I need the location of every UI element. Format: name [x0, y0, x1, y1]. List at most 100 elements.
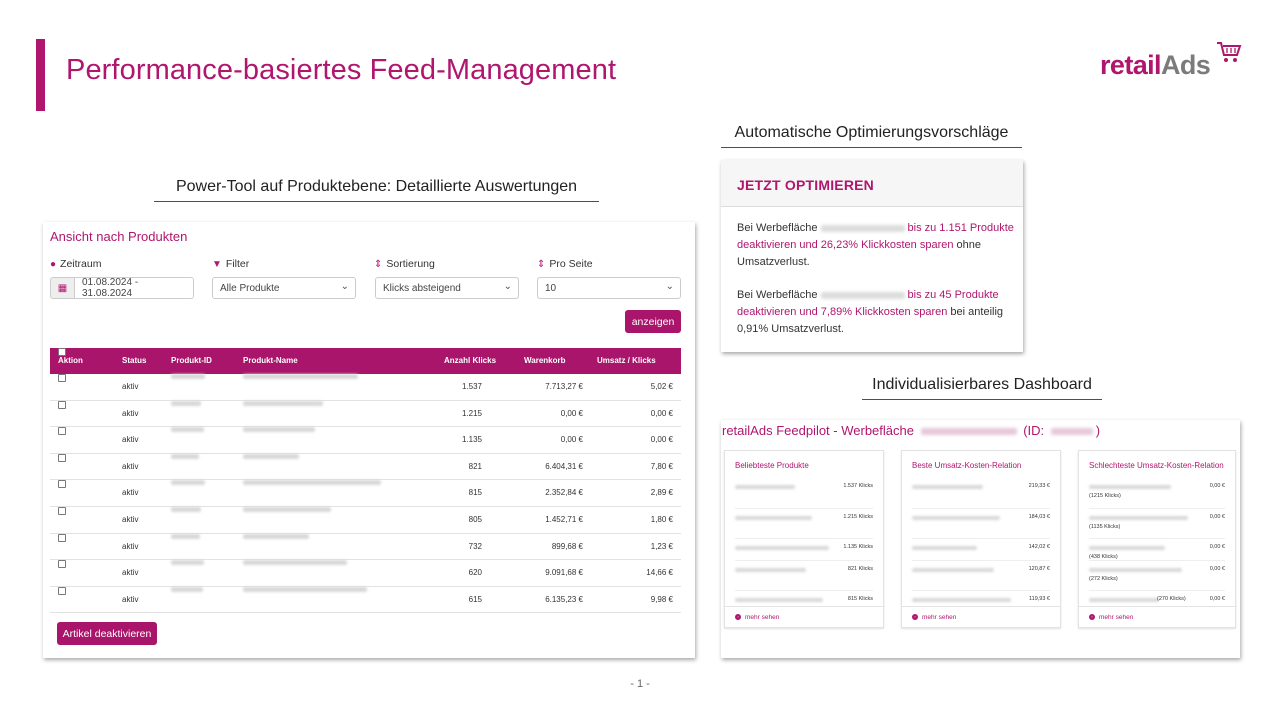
header-select-all[interactable]: Aktion	[58, 348, 83, 374]
date-range-input[interactable]: 01.08.2024 - 31.08.2024	[74, 277, 194, 299]
row-checkbox[interactable]	[58, 560, 66, 569]
row-revenue-per-click: 9,98 €	[650, 594, 673, 604]
dashboard-item-value: 0,00 €	[1209, 483, 1225, 489]
dashboard-item-value: 0,00 €	[1209, 544, 1225, 550]
dashboard-card: Beste Umsatz-Kosten-Relation 219,33 € 184,…	[901, 450, 1061, 628]
dashboard-title: retailAds Feedpilot - Werbefläche (ID: )	[722, 423, 1100, 438]
chevron-down-icon: ⌄	[340, 281, 349, 292]
table-row[interactable]: aktiv 821 6.404,31 € 7,80 €	[50, 453, 681, 481]
dashboard-list-item[interactable]: (272 Klicks) 0,00 €	[1089, 561, 1225, 591]
clock-icon: ●	[50, 258, 57, 270]
row-revenue-per-click: 0,00 €	[650, 408, 673, 418]
title-accent-bar	[36, 39, 45, 111]
dashboard-list-item[interactable]: 1.537 Klicks	[735, 478, 873, 509]
col-produkt-id[interactable]: Produkt-ID	[171, 356, 212, 365]
dashboard-item-value: 815 Klicks	[847, 596, 873, 602]
row-checkbox[interactable]	[58, 533, 66, 542]
per-page-label: ⇕ Pro Seite	[537, 258, 593, 270]
dashboard-list-item[interactable]: 120,87 €	[912, 561, 1050, 591]
more-link[interactable]: › mehr sehen	[1078, 606, 1236, 628]
redacted-product-name	[735, 485, 795, 489]
dashboard-list-item[interactable]: 142,02 €	[912, 539, 1050, 561]
redacted-product-name	[735, 598, 823, 602]
table-row[interactable]: aktiv 620 9.091,68 € 14,66 €	[50, 560, 681, 587]
more-link[interactable]: › mehr sehen	[901, 606, 1061, 628]
row-checkbox[interactable]	[58, 480, 66, 489]
redacted-product-name	[735, 516, 812, 520]
table-row[interactable]: aktiv 1.215 0,00 € 0,00 €	[50, 400, 681, 428]
funnel-icon: ▼	[212, 258, 222, 270]
dashboard-list-item[interactable]: 821 Klicks	[735, 561, 873, 591]
redacted-product-id	[171, 374, 205, 379]
redacted-product-name	[243, 453, 299, 459]
redacted-product-name	[243, 427, 315, 433]
row-checkbox[interactable]	[58, 427, 66, 436]
redacted-ad-space	[920, 428, 1017, 436]
row-checkbox[interactable]	[58, 507, 66, 515]
dashboard-list-item[interactable]: 1.135 Klicks	[735, 539, 873, 561]
row-checkbox[interactable]	[58, 400, 66, 409]
sort-label: ⇕ Sortierung	[374, 258, 435, 270]
row-cart: 2.352,84 €	[545, 488, 583, 498]
heading-optimization: Automatische Optimierungsvorschläge	[721, 124, 1022, 148]
dashboard-list-item[interactable]: (438 Klicks) 0,00 €	[1089, 539, 1225, 561]
dashboard-list-item[interactable]: 1.215 Klicks	[735, 509, 873, 539]
filter-select[interactable]: Alle Produkte ⌄	[212, 277, 356, 299]
redacted-product-name	[243, 507, 331, 512]
dashboard-item-value: 1.537 Klicks	[843, 483, 873, 489]
col-anzahl-klicks[interactable]: Anzahl Klicks	[444, 356, 497, 365]
more-link[interactable]: › mehr sehen	[724, 606, 884, 628]
dashboard-item-value: 142,02 €	[1028, 544, 1050, 550]
deactivate-articles-button[interactable]: Artikel deaktivieren	[57, 622, 157, 645]
table-row[interactable]: aktiv 732 899,68 € 1,23 €	[50, 533, 681, 561]
table-row[interactable]: aktiv 1.135 0,00 € 0,00 €	[50, 427, 681, 454]
table-header: Aktion Status Produkt-ID Produkt-Name An…	[50, 348, 681, 374]
logo-text-retail: retail	[1100, 50, 1162, 80]
row-revenue-per-click: 5,02 €	[650, 382, 673, 391]
optimization-panel: JETZT OPTIMIEREN Bei Werbefläche bis zu 1…	[721, 160, 1023, 352]
col-status[interactable]: Status	[122, 356, 147, 365]
table-row[interactable]: aktiv 805 1.452,71 € 1,80 €	[50, 507, 681, 534]
dashboard-panel: retailAds Feedpilot - Werbefläche (ID: )…	[721, 420, 1240, 658]
dashboard-item-clicks: (270 Klicks)	[1157, 596, 1186, 602]
row-checkbox[interactable]	[58, 586, 66, 595]
row-checkbox[interactable]	[58, 453, 66, 462]
table-row[interactable]: aktiv 815 2.352,84 € 2,89 €	[50, 480, 681, 507]
dashboard-item-value: 184,03 €	[1028, 514, 1050, 520]
redacted-product-name	[1089, 485, 1171, 489]
heading-dashboard: Individualisierbares Dashboard	[862, 376, 1102, 400]
redacted-product-name	[735, 568, 806, 572]
redacted-product-name	[243, 374, 358, 379]
col-produkt-name[interactable]: Produkt-Name	[243, 356, 298, 365]
col-warenkorb[interactable]: Warenkorb	[524, 356, 566, 365]
col-umsatz-klicks[interactable]: Umsatz / Klicks	[597, 356, 656, 365]
dashboard-list-item[interactable]: 184,03 €	[912, 509, 1050, 539]
optimization-suggestion-1: Bei Werbefläche bis zu 1.151 Produkte dea…	[737, 220, 1017, 271]
redacted-product-id	[171, 560, 204, 566]
redacted-product-name	[1089, 546, 1165, 550]
sort-select[interactable]: Klicks absteigend ⌄	[375, 277, 519, 299]
row-revenue-per-click: 14,66 €	[646, 568, 673, 578]
dashboard-list-item[interactable]: (1135 Klicks) 0,00 €	[1089, 509, 1225, 539]
row-revenue-per-click: 1,80 €	[650, 515, 673, 524]
table-row[interactable]: aktiv 615 6.135,23 € 9,98 €	[50, 586, 681, 614]
dashboard-list-item[interactable]: (1215 Klicks) 0,00 €	[1089, 478, 1225, 509]
select-all-checkbox[interactable]	[58, 348, 66, 356]
row-clicks: 821	[468, 461, 482, 471]
filter-label-text: Filter	[225, 258, 250, 270]
redacted-product-id	[171, 586, 203, 592]
row-cart: 7.713,27 €	[545, 382, 583, 391]
dashboard-card-title: Schlechteste Umsatz-Kosten-Relation	[1089, 461, 1224, 470]
chevron-down-icon: ⌄	[665, 281, 674, 292]
table-row[interactable]: aktiv 1.537 7.713,27 € 5,02 €	[50, 374, 681, 401]
dashboard-card-title: Beste Umsatz-Kosten-Relation	[912, 461, 1022, 470]
row-checkbox[interactable]	[58, 374, 66, 382]
per-page-select[interactable]: 10 ⌄	[537, 277, 681, 299]
calendar-icon[interactable]: ▦	[50, 277, 75, 299]
show-button[interactable]: anzeigen	[625, 310, 681, 333]
dashboard-card: Beliebteste Produkte 1.537 Klicks 1.215 Kl…	[724, 450, 884, 628]
row-status: aktiv	[122, 461, 139, 471]
redacted-product-name	[912, 516, 1000, 520]
per-page-select-value: 10	[545, 282, 557, 294]
dashboard-list-item[interactable]: 219,33 €	[912, 478, 1050, 509]
